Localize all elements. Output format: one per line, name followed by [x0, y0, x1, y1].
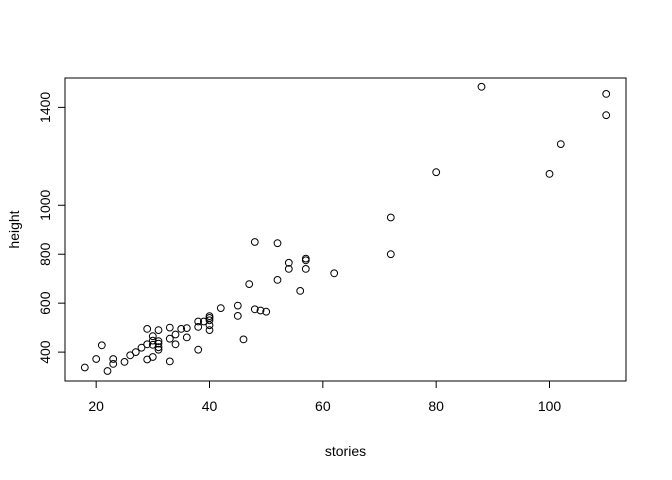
- data-point: [386, 250, 395, 259]
- data-point: [556, 140, 565, 149]
- y-tick-label: 400: [37, 340, 53, 364]
- data-point: [109, 355, 118, 363]
- x-tick-label: 100: [538, 398, 562, 414]
- data-point: [301, 265, 310, 273]
- data-point: [199, 317, 208, 326]
- points-layer: [80, 82, 611, 375]
- data-point: [154, 337, 163, 346]
- data-point: [148, 332, 157, 341]
- data-point: [154, 339, 163, 348]
- data-point: [239, 335, 248, 344]
- data-point: [143, 340, 152, 349]
- data-point: [205, 316, 214, 325]
- data-point: [250, 238, 259, 246]
- data-point: [233, 301, 242, 310]
- y-axis-label: height: [6, 210, 22, 248]
- data-point: [154, 326, 163, 335]
- data-point: [154, 345, 163, 354]
- x-tick-label: 20: [88, 398, 104, 414]
- data-point: [256, 306, 265, 315]
- y-tick-label: 1400: [37, 92, 53, 123]
- data-point: [301, 254, 310, 263]
- data-point: [262, 307, 271, 316]
- data-point: [143, 325, 152, 333]
- data-point: [131, 348, 140, 357]
- x-axis: 20 40 60 80 100: [88, 380, 562, 414]
- data-point: [182, 333, 191, 342]
- x-tick-label: 40: [202, 398, 218, 414]
- y-tick-label: 800: [37, 242, 53, 266]
- data-point: [109, 360, 118, 368]
- data-point: [103, 367, 112, 375]
- data-point: [477, 82, 486, 91]
- data-point: [205, 312, 214, 321]
- data-point: [171, 330, 180, 339]
- y-tick-label: 1000: [37, 189, 53, 220]
- x-tick-label: 80: [428, 398, 444, 414]
- data-point: [80, 363, 89, 372]
- data-point: [165, 334, 174, 343]
- data-point: [137, 343, 146, 352]
- x-axis-label: stories: [325, 443, 366, 459]
- data-point: [245, 280, 254, 289]
- y-tick-label: 600: [37, 291, 53, 315]
- data-point: [330, 269, 339, 278]
- data-point: [194, 345, 203, 354]
- data-point: [194, 317, 203, 326]
- data-point: [148, 353, 157, 361]
- data-point: [545, 170, 554, 178]
- y-axis: 400 600 800 1000 1400: [37, 92, 66, 364]
- data-point: [296, 287, 305, 295]
- data-point: [273, 276, 282, 284]
- data-point: [386, 213, 395, 222]
- data-point: [250, 305, 259, 314]
- data-point: [273, 239, 282, 248]
- data-point: [165, 323, 174, 332]
- data-point: [92, 355, 101, 363]
- data-point: [120, 358, 129, 366]
- data-point: [194, 323, 203, 331]
- data-point: [177, 325, 186, 333]
- data-point: [284, 265, 293, 273]
- data-point: [165, 357, 174, 366]
- data-point: [182, 324, 191, 333]
- data-point: [233, 312, 242, 320]
- data-point: [154, 343, 163, 352]
- data-point: [284, 258, 293, 267]
- data-point: [602, 90, 611, 98]
- data-point: [171, 340, 180, 349]
- data-point: [97, 341, 106, 350]
- data-point: [205, 321, 214, 330]
- data-point: [216, 304, 225, 313]
- data-point: [602, 111, 611, 120]
- data-point: [432, 168, 441, 177]
- x-tick-label: 60: [315, 398, 331, 414]
- data-point: [205, 326, 214, 335]
